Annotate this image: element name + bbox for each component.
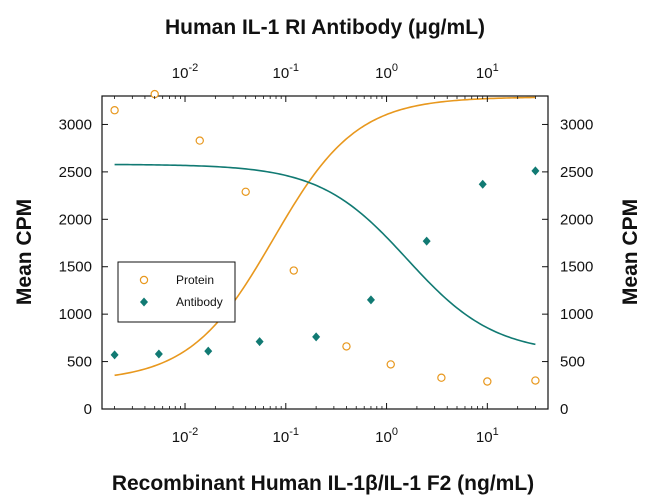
y-tick-label-right: 1500 [560,259,593,276]
x-tick-label-bottom: 10-2 [172,426,198,446]
protein-data-point [531,376,540,385]
left-y-axis-label: Mean CPM [13,199,36,305]
y-tick-label-right: 2500 [560,164,593,181]
antibody-data-point [422,236,431,246]
x-tick-label-bottom: 101 [476,426,499,446]
protein-data-point [241,187,250,196]
y-tick-label-left: 2000 [59,211,92,228]
x-tick-label-bottom: 100 [375,426,398,446]
antibody-fit-curve [114,163,536,346]
y-tick-label-left: 3000 [59,116,92,133]
protein-data-point [289,266,298,275]
antibody-data-point [366,295,375,305]
antibody-data-point [255,337,264,347]
plot-area-frame [101,95,549,410]
y-tick-label-right: 500 [560,354,585,371]
bottom-axis-title: Recombinant Human IL-1β/IL-1 F2 (ng/mL) [112,472,534,495]
x-tick-label-bottom: 10-1 [273,426,299,446]
y-tick-label-right: 0 [560,401,568,418]
x-tick-label-top: 101 [476,62,499,82]
legend: Protein Antibody [117,261,236,323]
protein-data-point [195,136,204,145]
x-tick-label-top: 100 [375,62,398,82]
y-tick-label-right: 1000 [560,306,593,323]
y-tick-label-left: 0 [84,401,92,418]
protein-data-point [483,377,492,386]
y-tick-label-right: 3000 [560,116,593,133]
protein-fit-curve [114,96,536,377]
legend-protein-marker [139,275,149,285]
antibody-data-point [110,350,119,360]
antibody-data-point [154,349,163,359]
legend-antibody-marker [140,297,148,307]
x-tick-label-top: 10-1 [273,62,299,82]
antibody-data-point [478,179,487,189]
top-axis-title: Human IL-1 RI Antibody (μg/mL) [165,16,485,39]
protein-data-point [342,342,351,351]
y-tick-label-left: 1500 [59,259,92,276]
antibody-data-point [531,166,540,176]
y-tick-label-left: 1000 [59,306,92,323]
protein-data-point [386,360,395,369]
x-tick-label-top: 10-2 [172,62,198,82]
antibody-data-point [312,332,321,342]
protein-data-point [437,373,446,382]
y-tick-label-right: 2000 [560,211,593,228]
right-y-axis-label: Mean CPM [619,199,642,305]
y-tick-label-left: 500 [67,354,92,371]
legend-label: Protein [176,273,214,287]
legend-box [117,261,236,323]
legend-label: Antibody [176,295,223,309]
antibody-data-point [204,346,213,356]
protein-data-point [110,106,119,115]
y-tick-label-left: 2500 [59,164,92,181]
